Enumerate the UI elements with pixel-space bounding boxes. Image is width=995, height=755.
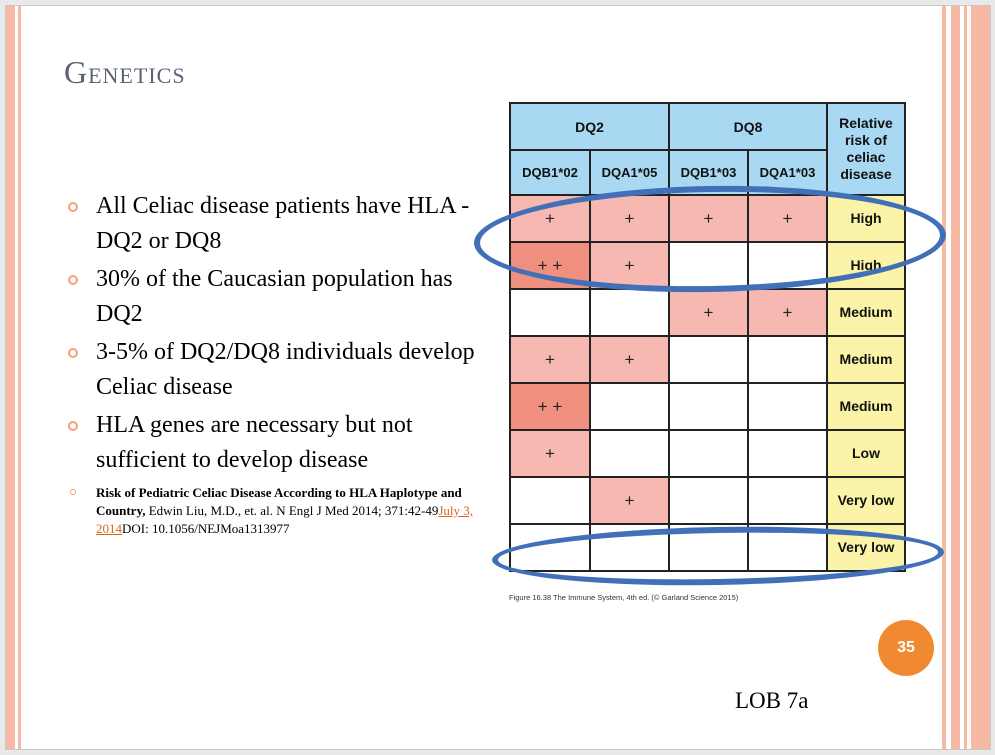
bullet-circle-icon <box>68 348 78 358</box>
bullet-text: 30% of the Caucasian population has DQ2 <box>96 266 453 327</box>
risk-cell: Medium <box>826 288 906 337</box>
table-cell <box>668 335 749 384</box>
table-cell: + <box>668 288 749 337</box>
right-decorative-stripes <box>942 6 990 749</box>
bullet-item: 3-5% of DQ2/DQ8 individuals develop Celi… <box>68 335 488 405</box>
risk-cell: Very low <box>826 523 906 572</box>
risk-cell: Very low <box>826 476 906 525</box>
table-cell: + <box>589 194 670 243</box>
table-row: + + Medium <box>509 335 906 384</box>
risk-cell: High <box>826 241 906 290</box>
reference-citation: Risk of Pediatric Celiac Disease Accordi… <box>68 484 496 538</box>
bullet-text: All Celiac disease patients have HLA - D… <box>96 193 470 254</box>
table-cell <box>589 288 670 337</box>
table-row: + + + High <box>509 241 906 290</box>
table-cell <box>668 241 749 290</box>
bullet-circle-icon <box>68 202 78 212</box>
table-cell <box>509 523 591 572</box>
bullet-circle-icon <box>68 421 78 431</box>
table-row: + Very low <box>509 476 906 525</box>
table-cell <box>747 335 828 384</box>
table-cell: + <box>747 288 828 337</box>
table-cell: + + <box>509 241 591 290</box>
table-cell <box>747 476 828 525</box>
table-cell: + <box>509 194 591 243</box>
table-cell: + <box>589 335 670 384</box>
subheader-dqb1-03: DQB1*03 <box>668 149 749 196</box>
reference-authors: Edwin Liu, M.D., et. al. N Engl J Med 20… <box>145 503 439 518</box>
bullet-text: HLA genes are necessary but not sufficie… <box>96 412 413 473</box>
risk-column-header: Relative risk of celiac disease <box>826 102 906 196</box>
risk-cell: Medium <box>826 335 906 384</box>
table-cell: + <box>509 335 591 384</box>
page-number-badge: 35 <box>878 620 934 676</box>
reference-title: Risk of Pediatric Celiac Disease Accordi… <box>96 485 462 518</box>
table-row: Very low <box>509 523 906 572</box>
group-header-dq2: DQ2 <box>509 102 670 151</box>
table-row: + + Medium <box>509 288 906 337</box>
table-cell: + <box>509 429 591 478</box>
table-cell <box>589 523 670 572</box>
bullet-circle-icon <box>68 275 78 285</box>
reference-doi: DOI: 10.1056/NEJMoa1313977 <box>122 521 290 536</box>
bullet-item: 30% of the Caucasian population has DQ2 <box>68 262 488 332</box>
risk-cell: Medium <box>826 382 906 431</box>
table-cell <box>509 476 591 525</box>
lob-label: LOB 7a <box>735 688 809 713</box>
table-cell <box>747 241 828 290</box>
table-cell: + <box>668 194 749 243</box>
risk-cell: High <box>826 194 906 243</box>
table-cell: + <box>747 194 828 243</box>
table-cell: + <box>589 476 670 525</box>
table-cell: + + <box>509 382 591 431</box>
left-decorative-stripe-thin <box>18 6 21 749</box>
subheader-dqa1-05: DQA1*05 <box>589 149 670 196</box>
table-cell <box>668 476 749 525</box>
left-decorative-stripe <box>6 6 15 749</box>
slide-title: Genetics <box>64 54 186 90</box>
table-cell <box>668 382 749 431</box>
subheader-dqa1-03: DQA1*03 <box>747 149 828 196</box>
table-row: + Low <box>509 429 906 478</box>
table-cell <box>747 382 828 431</box>
table-cell <box>668 429 749 478</box>
risk-cell: Low <box>826 429 906 478</box>
table-cell: + <box>589 241 670 290</box>
hla-risk-table: DQ2 DQ8 Relative risk of celiac disease … <box>509 102 906 572</box>
bullet-item: All Celiac disease patients have HLA - D… <box>68 189 488 259</box>
table-cell <box>747 523 828 572</box>
table-cell <box>589 382 670 431</box>
table-row: + + + + High <box>509 194 906 243</box>
subheader-dqb1-02: DQB1*02 <box>509 149 591 196</box>
bullet-list: All Celiac disease patients have HLA - D… <box>68 189 488 538</box>
figure-caption: Figure 16.38 The Immune System, 4th ed. … <box>509 593 739 602</box>
reference-date-link[interactable]: July 3, 2014 <box>96 503 473 536</box>
table-cell <box>668 523 749 572</box>
bullet-circle-icon <box>70 489 76 495</box>
table-row: + + Medium <box>509 382 906 431</box>
group-header-dq8: DQ8 <box>668 102 828 151</box>
bullet-item: HLA genes are necessary but not sufficie… <box>68 408 488 478</box>
table-cell <box>747 429 828 478</box>
table-cell <box>509 288 591 337</box>
table-cell <box>589 429 670 478</box>
bullet-text: 3-5% of DQ2/DQ8 individuals develop Celi… <box>96 339 475 400</box>
